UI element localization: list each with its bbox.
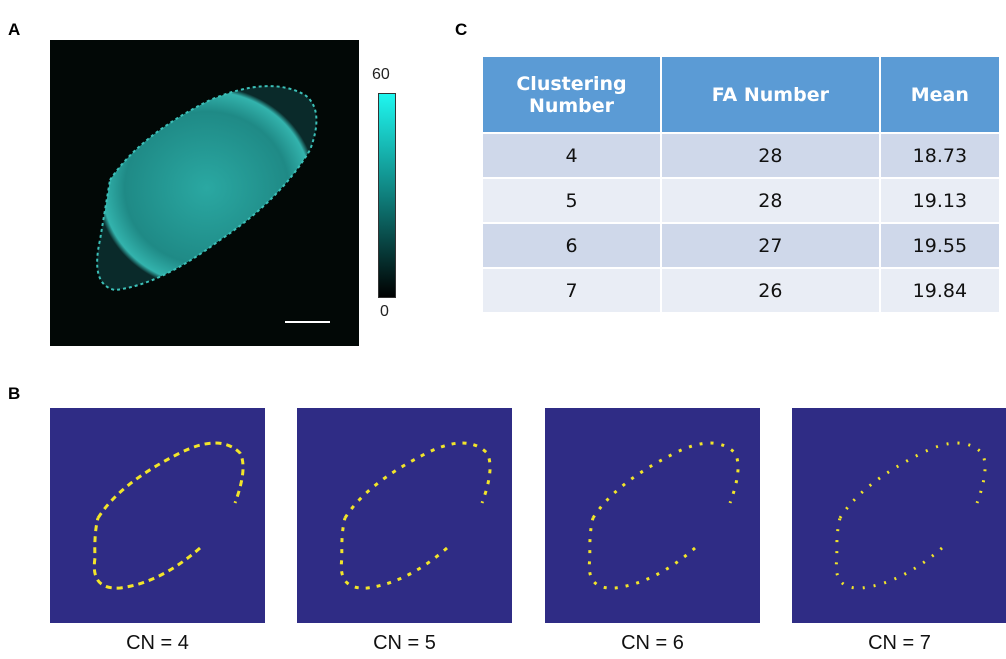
panel-label: B [8, 384, 20, 404]
table-cell: 28 [661, 133, 880, 178]
cluster-map [792, 408, 1006, 623]
table-cell: 4 [482, 133, 661, 178]
colorbar-min: 0 [380, 303, 389, 321]
table-cell: 6 [482, 223, 661, 268]
table-cell: 5 [482, 178, 661, 223]
cluster-map [50, 408, 265, 623]
caption: CN = 4 [50, 632, 265, 655]
table-cell: 18.73 [880, 133, 1000, 178]
header-cell: FA Number [661, 56, 880, 133]
table-cell: 28 [661, 178, 880, 223]
table-cell: 19.84 [880, 268, 1000, 313]
table-cell: 19.13 [880, 178, 1000, 223]
header-row: Clustering Number FA Number Mean [482, 56, 1000, 133]
caption: CN = 6 [545, 632, 760, 655]
table-cell: 19.55 [880, 223, 1000, 268]
table-cell: 7 [482, 268, 661, 313]
colorbar [378, 93, 396, 298]
figure: A 60 0 C Clustering Number FA Number Mea… [0, 0, 1006, 659]
caption: CN = 7 [792, 632, 1006, 655]
header-cell: Mean [880, 56, 1000, 133]
colorbar-max: 60 [372, 66, 390, 84]
table-cell: 27 [661, 223, 880, 268]
panel-label: A [8, 20, 20, 40]
panel-label: C [455, 20, 467, 40]
header-cell: Clustering Number [482, 56, 661, 133]
cluster-map [297, 408, 512, 623]
caption: CN = 5 [297, 632, 512, 655]
cell-image [50, 40, 359, 346]
cluster-map [545, 408, 760, 623]
table-cell: 26 [661, 268, 880, 313]
